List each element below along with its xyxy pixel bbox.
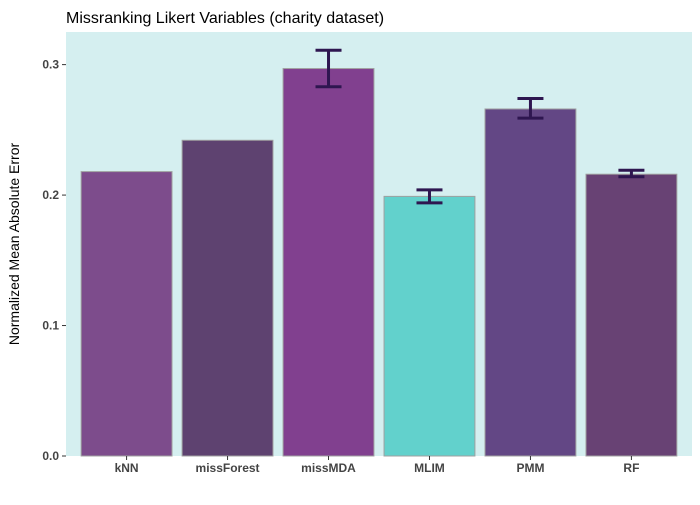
x-tick-label: RF [623, 461, 639, 475]
bar-kNN [80, 171, 173, 457]
error-bar-missMDA [315, 48, 342, 89]
x-tick-label: MLIM [414, 461, 445, 475]
error-bar-PMM [517, 97, 544, 120]
x-tick-label: kNN [115, 461, 139, 475]
y-axis-label: Normalized Mean Absolute Error [6, 143, 22, 346]
y-tick-label: 0.1 [42, 319, 59, 333]
chart-title: Missranking Likert Variables (charity da… [66, 10, 384, 27]
x-tick-label: PMM [516, 461, 544, 475]
y-tick-label: 0.0 [42, 449, 59, 463]
y-tick-label: 0.3 [42, 58, 59, 72]
bar-MLIM [383, 195, 476, 457]
bar-PMM [484, 108, 577, 457]
x-tick-label: missForest [196, 461, 260, 475]
y-tick-label: 0.2 [42, 188, 59, 202]
x-tick-label: missMDA [301, 461, 356, 475]
bar-missMDA [282, 68, 375, 457]
error-bar-RF [618, 168, 645, 179]
error-bar-MLIM [416, 188, 443, 205]
bar-RF [585, 173, 678, 457]
bar-missForest [181, 139, 274, 457]
